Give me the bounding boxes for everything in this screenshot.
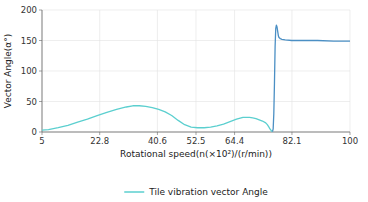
- x-axis: [42, 132, 350, 133]
- tick: [39, 132, 42, 133]
- grid-line: [42, 101, 350, 102]
- line: [42, 106, 273, 132]
- tick-label: 0: [32, 127, 37, 137]
- x-label: Rotational speed(n(×10²)/(r/min)): [120, 149, 272, 159]
- grid-line: [42, 71, 350, 72]
- legend: Tile vibration vector Angle: [124, 187, 268, 197]
- chart: 5 22.8 40.6 52.5 64.4 82.1 100 0 50 100 150 200 Rota…: [0, 0, 368, 202]
- tick-label: 52.5: [187, 136, 206, 146]
- tick: [39, 71, 42, 72]
- tick: [42, 132, 43, 135]
- tick: [39, 40, 42, 41]
- tick-label: 40.6: [148, 136, 167, 146]
- legend-item: Tile vibration vector Angle: [124, 187, 268, 197]
- tick-label: 200: [21, 5, 37, 15]
- tick: [234, 132, 235, 135]
- tick-label: 64.4: [225, 136, 244, 146]
- tick: [39, 101, 42, 102]
- tick-label: 100: [342, 136, 358, 146]
- tick-label: 82.1: [282, 136, 301, 146]
- tick: [157, 132, 158, 135]
- tick-label: 50: [26, 97, 37, 107]
- tick: [350, 132, 351, 135]
- legend-label: Tile vibration vector Angle: [148, 187, 268, 197]
- tick-label: 22.8: [90, 136, 109, 146]
- tick: [291, 132, 292, 135]
- grid-line: [42, 132, 350, 133]
- grid-line: [42, 10, 43, 132]
- line: [273, 25, 350, 131]
- legend-swatch: [124, 191, 144, 193]
- tick: [39, 10, 42, 11]
- tick: [99, 132, 100, 135]
- grid: [42, 10, 350, 132]
- tick: [196, 132, 197, 135]
- tick-label: 5: [39, 136, 44, 146]
- tick-label: 150: [21, 36, 37, 46]
- grid-line: [42, 10, 350, 11]
- y-label: Vector Angle(α°): [3, 34, 13, 109]
- tick-label: 100: [21, 66, 37, 76]
- lines: [42, 25, 350, 131]
- y-axis: [42, 10, 43, 132]
